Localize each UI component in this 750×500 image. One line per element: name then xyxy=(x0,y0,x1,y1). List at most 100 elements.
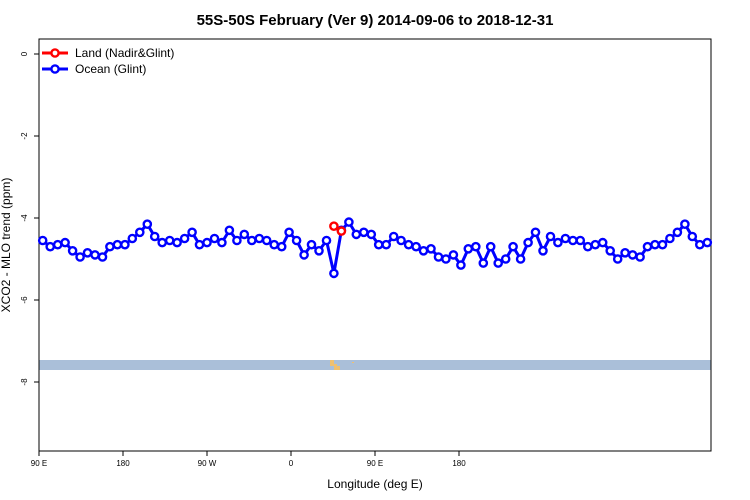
data-point xyxy=(470,241,481,252)
data-point xyxy=(485,241,496,252)
data-point xyxy=(306,239,317,250)
data-point xyxy=(463,243,474,254)
data-point xyxy=(37,235,48,246)
data-point xyxy=(329,268,339,279)
data-point xyxy=(523,237,533,248)
data-point xyxy=(642,241,653,252)
series-ocean xyxy=(37,217,713,279)
data-point xyxy=(97,252,108,262)
data-point xyxy=(426,243,436,254)
band-land-marks xyxy=(330,360,354,370)
data-point xyxy=(329,221,339,231)
data-point xyxy=(90,250,100,260)
data-point xyxy=(702,237,713,248)
data-point xyxy=(590,239,601,250)
legend-label: Land (Nadir&Glint) xyxy=(75,46,174,60)
x-tick-label: 0 xyxy=(289,459,294,468)
data-point xyxy=(142,219,153,229)
data-point xyxy=(568,235,578,246)
data-point xyxy=(52,239,63,250)
y-axis-label: XCO2 - MLO trend (ppm) xyxy=(0,178,13,313)
data-point xyxy=(261,235,272,246)
data-point xyxy=(545,231,556,242)
data-point xyxy=(411,241,421,252)
data-point xyxy=(134,227,145,238)
data-point xyxy=(381,239,392,250)
data-point xyxy=(612,254,623,264)
data-point xyxy=(239,229,250,240)
data-point xyxy=(358,227,369,238)
y-tick-label: -6 xyxy=(20,296,29,304)
data-point xyxy=(665,233,675,244)
data-point xyxy=(418,245,429,256)
data-point xyxy=(493,258,504,268)
data-point xyxy=(575,235,586,246)
data-point xyxy=(441,254,451,264)
data-point xyxy=(120,239,130,250)
y-tick-label: -8 xyxy=(20,378,29,386)
legend-label: Ocean (Glint) xyxy=(75,62,146,76)
data-point xyxy=(456,260,466,270)
x-tick-label: 90 E xyxy=(31,459,47,468)
x-tick-label: 180 xyxy=(452,459,466,468)
y-tick-label: -4 xyxy=(20,214,29,222)
data-point xyxy=(373,239,384,250)
data-point xyxy=(672,227,683,238)
data-point xyxy=(179,233,190,244)
y-axis: 0 -2 -4 -6 -8 xyxy=(20,51,39,386)
legend-swatch-marker xyxy=(50,64,60,74)
data-point xyxy=(635,252,645,262)
data-point xyxy=(366,229,377,240)
data-point xyxy=(530,227,541,238)
data-point xyxy=(224,225,235,236)
data-point xyxy=(336,226,347,236)
x-tick-label: 180 xyxy=(116,459,130,468)
data-point xyxy=(650,239,660,250)
data-point xyxy=(403,239,414,250)
data-point xyxy=(433,252,444,262)
data-point xyxy=(232,235,242,246)
series-layer xyxy=(37,217,713,279)
data-point xyxy=(680,219,690,229)
data-point xyxy=(202,237,212,248)
x-axis: 90 E 180 90 W 0 90 E 180 xyxy=(31,451,466,468)
data-point xyxy=(620,247,630,258)
y-tick-label: -2 xyxy=(20,132,29,140)
data-point xyxy=(217,237,227,248)
data-point xyxy=(246,235,257,246)
x-tick-label: 90 W xyxy=(198,459,217,468)
data-point xyxy=(112,239,123,250)
data-point xyxy=(695,239,705,250)
data-point xyxy=(605,245,616,256)
x-tick-label: 90 E xyxy=(367,459,383,468)
data-point xyxy=(657,239,668,250)
data-point xyxy=(553,237,563,248)
chart-title: 55S-50S February (Ver 9) 2014-09-06 to 2… xyxy=(197,12,554,29)
data-point xyxy=(396,235,406,246)
data-point xyxy=(82,247,93,258)
data-point xyxy=(127,233,138,244)
data-point xyxy=(448,250,459,260)
legend-swatch-marker xyxy=(50,48,60,58)
data-point xyxy=(187,227,197,238)
y-tick-label: 0 xyxy=(20,51,29,56)
data-point xyxy=(583,241,593,252)
data-point xyxy=(597,237,608,248)
data-point xyxy=(478,258,489,268)
data-point xyxy=(60,237,70,248)
series-land xyxy=(329,221,347,236)
data-point xyxy=(344,217,354,227)
data-point xyxy=(172,237,182,248)
latitude-band xyxy=(39,360,711,370)
data-point xyxy=(149,231,160,242)
data-point xyxy=(284,227,294,238)
x-axis-label: Longitude (deg E) xyxy=(327,477,422,491)
data-point xyxy=(538,245,548,256)
data-point xyxy=(105,241,115,252)
data-point xyxy=(508,241,518,252)
data-point xyxy=(276,241,287,252)
data-point xyxy=(515,254,526,264)
data-point xyxy=(314,245,324,256)
data-point xyxy=(209,233,220,244)
